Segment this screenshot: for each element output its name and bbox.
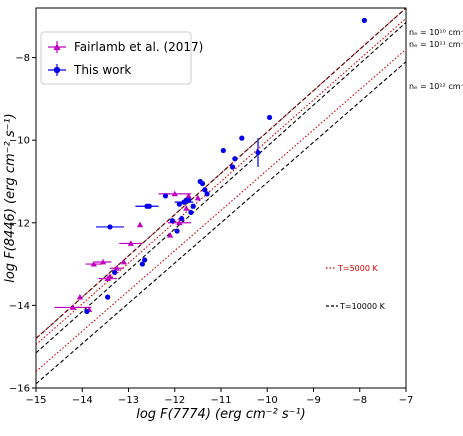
fairlamb-point-1 [76, 293, 84, 300]
fairlamb-point-11 [167, 231, 174, 238]
this-work-point-10 [174, 228, 180, 234]
fairlamb-point-7 [113, 265, 121, 271]
this-work-point-26 [255, 149, 261, 156]
model-line-1 [35, 7, 407, 339]
this-work-point-5 [142, 257, 148, 263]
this-work-point-12 [179, 216, 185, 222]
x-tick-label: −13 [118, 395, 139, 406]
fairlamb-point-15 [183, 205, 190, 211]
model-key-10000-label: T=10000 K [339, 302, 386, 311]
fairlamb-point-13 [176, 219, 183, 226]
this-work-point-28 [361, 17, 367, 23]
this-work-point-20 [202, 187, 208, 193]
legend-marker-fairlamb [48, 41, 66, 53]
data-markers [69, 17, 367, 315]
x-tick-label: −10 [257, 395, 278, 406]
this-work-point-8 [162, 193, 169, 199]
this-work-point-27 [266, 114, 273, 121]
model-line-4 [35, 61, 407, 385]
this-work-point-11 [176, 201, 182, 207]
y-tick-label: −16 [9, 384, 30, 395]
y-tick-label: −14 [9, 301, 30, 312]
x-axis-label: log F(7774) (erg cm⁻² s⁻¹) [136, 407, 306, 422]
fairlamb-point-16 [185, 192, 192, 199]
this-work-point-16 [188, 209, 194, 216]
this-work-point-21 [204, 191, 210, 197]
fairlamb-point-10 [136, 221, 144, 228]
fairlamb-point-4 [99, 258, 107, 265]
this-work-point-4 [139, 261, 145, 267]
x-tick-label: −9 [306, 395, 321, 406]
y-tick-label: −12 [9, 218, 30, 229]
this-work-point-2 [107, 224, 113, 230]
model-line-2 [35, 22, 407, 354]
this-work-point-15 [186, 197, 192, 203]
density-label-1e12: nₑ = 10¹² cm⁻³ [409, 82, 463, 91]
x-tick-label: −7 [399, 395, 414, 406]
density-label-1e11: nₑ = 10¹¹ cm⁻³ [409, 40, 463, 49]
this-work-point-3 [112, 269, 118, 275]
model-lines [35, 7, 407, 385]
x-tick-label: −14 [72, 395, 93, 406]
x-tick-label: −12 [164, 395, 185, 406]
this-work-point-9 [169, 218, 176, 224]
legend-label-fairlamb: Fairlamb et al. (2017) [74, 40, 203, 54]
x-tick-label: −11 [210, 395, 231, 406]
y-tick-label: −8 [15, 53, 30, 64]
fairlamb-point-17 [194, 194, 201, 201]
x-tick-label: −8 [352, 395, 367, 406]
this-work-point-25 [239, 135, 245, 141]
density-label-1e10: nₑ = 10¹⁰ cm⁻³ [409, 28, 463, 37]
y-tick-label: −10 [9, 136, 30, 147]
fairlamb-point-3 [90, 260, 97, 267]
this-work-point-17 [190, 203, 196, 209]
this-work-point-0 [84, 308, 90, 315]
fairlamb-point-6 [106, 273, 114, 279]
fairlamb-point-0 [69, 304, 77, 310]
fairlamb-point-8 [120, 258, 127, 265]
this-work-point-19 [199, 180, 206, 187]
fairlamb-point-9 [127, 240, 134, 246]
fairlamb-point-12 [171, 190, 178, 197]
this-work-point-24 [232, 156, 238, 162]
model-key-5000-label: T=5000 K [337, 264, 378, 273]
legend-label-this-work: This work [73, 63, 131, 77]
this-work-point-7 [146, 203, 152, 209]
axis-ticks: −15 −14 −13 −12 −11 −10 −9 −8 −7 −16 −14 −12 −10 −8 [9, 53, 413, 406]
y-axis-label: log F(8446) (erg cm⁻² s⁻¹) [3, 113, 18, 283]
this-work-point-23 [229, 164, 236, 170]
this-work-point-1 [105, 294, 111, 300]
model-line-5 [35, 48, 407, 372]
legend-box [40, 31, 192, 85]
legend-marker-this-work [48, 64, 66, 76]
legend: Fairlamb et al. (2017) This work [40, 31, 203, 85]
x-tick-label: −15 [25, 395, 46, 406]
this-work-point-22 [220, 147, 226, 154]
